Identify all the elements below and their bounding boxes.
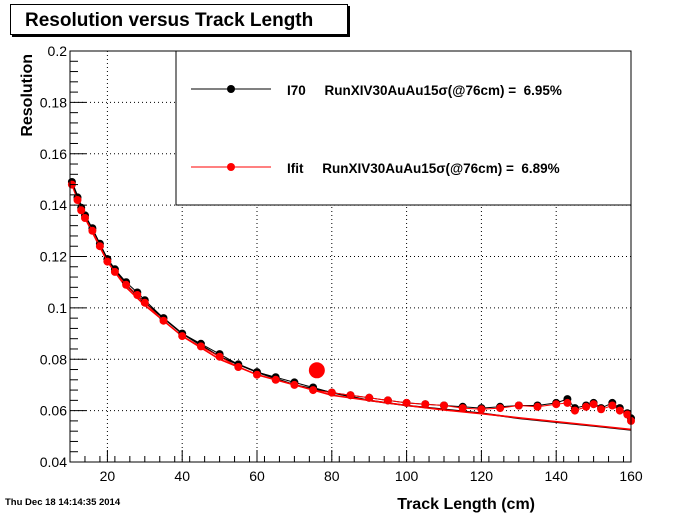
data-point-ifit — [103, 257, 112, 266]
tick-labels: 20 40 60 80 100 120 140 160 0.04 0.06 0.08 0.1 0.12 0… — [40, 43, 643, 484]
x-tick-label: 60 — [249, 468, 265, 484]
x-tick-label: 20 — [100, 468, 116, 484]
data-point-ifit — [122, 280, 131, 289]
data-point-ifit — [458, 404, 467, 413]
y-tick-label: 0.08 — [40, 351, 67, 367]
series-line-ifit — [71, 184, 632, 422]
data-point-ifit — [589, 400, 598, 409]
data-point-ifit — [271, 375, 280, 384]
data-point-ifit — [253, 370, 261, 379]
chart-title-box: Resolution versus Track Length — [10, 4, 348, 35]
data-point-ifit — [440, 401, 448, 410]
data-point-ifit — [159, 316, 168, 325]
legend-text-i70: I70 RunXIV30AuAu15σ(@76cm) = 6.95% — [287, 83, 562, 98]
legend-marker-ifit — [227, 163, 235, 171]
data-point-ifit — [477, 405, 486, 414]
chart-title: Resolution versus Track Length — [25, 10, 314, 31]
data-point-ifit — [234, 363, 243, 371]
y-axis-label: Resolution — [19, 54, 36, 137]
highlight-point — [308, 362, 325, 379]
data-point-ifit — [402, 398, 411, 407]
data-point-ifit — [81, 214, 89, 222]
x-axis-label: Track Length (cm) — [397, 496, 535, 513]
x-tick-label: 160 — [619, 468, 643, 484]
y-tick-label: 0.04 — [40, 454, 67, 470]
series-line-i70 — [71, 181, 632, 419]
data-point-ifit — [383, 396, 392, 405]
data-point-ifit — [140, 298, 149, 307]
data-point-ifit — [215, 352, 224, 361]
y-tick-label: 0.16 — [40, 146, 67, 162]
x-tick-label: 100 — [395, 468, 419, 484]
data-point-ifit — [327, 388, 336, 397]
y-tick-label: 0.1 — [48, 300, 68, 316]
data-point-ifit — [290, 380, 299, 389]
data-point-ifit — [309, 386, 318, 395]
legend-marker-i70 — [227, 85, 235, 93]
y-tick-label: 0.14 — [40, 197, 67, 213]
y-tick-label: 0.12 — [40, 249, 67, 265]
data-markers — [67, 178, 635, 425]
data-point-ifit — [346, 391, 355, 400]
legend: I70 RunXIV30AuAu15σ(@76cm) = 6.95% Ifit … — [175, 50, 632, 206]
x-tick-label: 80 — [324, 468, 340, 484]
data-point-ifit — [623, 410, 632, 419]
data-point-ifit — [570, 406, 579, 415]
data-point-ifit — [77, 206, 86, 215]
y-tick-label: 0.06 — [40, 403, 67, 419]
data-point-ifit — [133, 291, 142, 299]
x-tick-label: 40 — [174, 468, 190, 484]
data-point-ifit — [110, 267, 119, 276]
x-tick-label: 140 — [545, 468, 569, 484]
data-point-ifit — [196, 342, 205, 351]
data-point-ifit — [563, 398, 572, 407]
y-tick-label: 0.18 — [40, 94, 67, 110]
legend-text-ifit: Ifit RunXIV30AuAu15σ(@76cm) = 6.89% — [287, 161, 560, 176]
data-point-ifit — [597, 405, 606, 414]
data-point-ifit — [365, 393, 374, 402]
y-tick-label: 0.2 — [48, 43, 68, 59]
data-point-ifit — [496, 404, 505, 413]
data-point-ifit — [73, 196, 82, 204]
data-point-ifit — [533, 402, 542, 411]
x-tick-label: 120 — [470, 468, 494, 484]
data-point-ifit — [95, 242, 104, 251]
axis-ticks — [69, 50, 632, 463]
data-point-ifit — [552, 400, 561, 409]
data-point-ifit — [178, 332, 187, 341]
data-point-ifit — [615, 406, 624, 415]
data-point-ifit — [514, 401, 523, 410]
data-point-ifit — [582, 402, 591, 411]
timestamp-footer: Thu Dec 18 14:14:35 2014 — [5, 497, 121, 508]
data-point-ifit — [421, 400, 430, 409]
data-point-ifit — [88, 226, 97, 235]
data-point-ifit — [608, 401, 617, 410]
